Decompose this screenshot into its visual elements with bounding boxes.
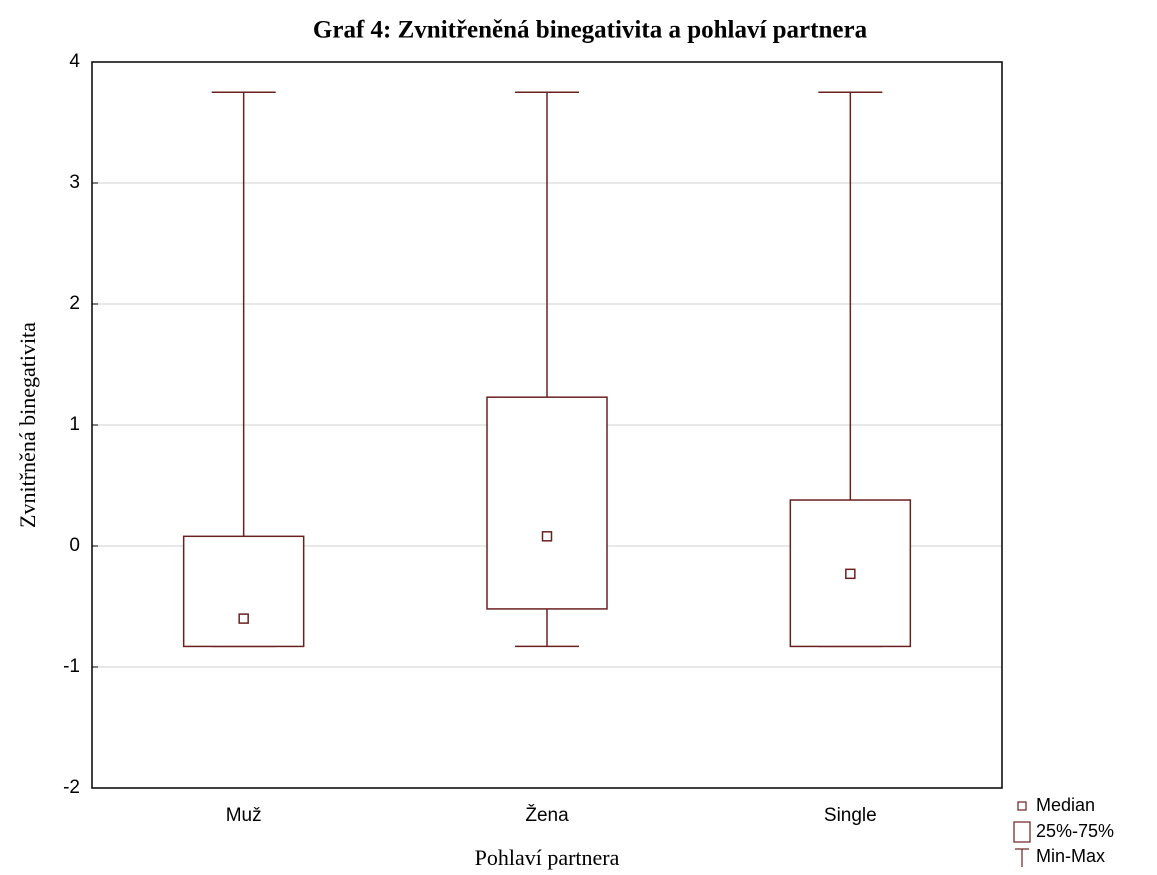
legend-box-icon xyxy=(1013,821,1031,843)
median-marker xyxy=(845,568,856,580)
x-tick-label: Muž xyxy=(226,805,262,826)
x-tick-label: Žena xyxy=(525,804,569,826)
y-tick-label: 1 xyxy=(69,414,80,435)
x-tick-label: Single xyxy=(824,805,877,826)
chart-title: Graf 4: Zvnitřeněná binegativita a pohla… xyxy=(313,17,868,44)
median-marker xyxy=(238,613,249,624)
legend-label: Median xyxy=(1036,795,1095,815)
x-axis-label: Pohlaví partnera xyxy=(475,845,620,870)
box xyxy=(182,535,305,648)
plot-frame xyxy=(91,61,1003,789)
legend-label: 25%-75% xyxy=(1036,821,1114,841)
y-tick-label: -1 xyxy=(63,656,80,677)
y-tick-label: 4 xyxy=(69,51,80,72)
legend-median-icon xyxy=(1017,801,1027,811)
y-axis-label: Zvnitřněná binegativita xyxy=(15,322,40,528)
box xyxy=(486,396,608,610)
y-tick-label: 2 xyxy=(69,293,80,314)
y-tick-label: 0 xyxy=(69,535,80,556)
legend-label: Min-Max xyxy=(1036,846,1105,866)
median-marker xyxy=(541,531,553,542)
y-tick-label: -2 xyxy=(63,777,80,798)
y-tick-label: 3 xyxy=(69,172,80,193)
